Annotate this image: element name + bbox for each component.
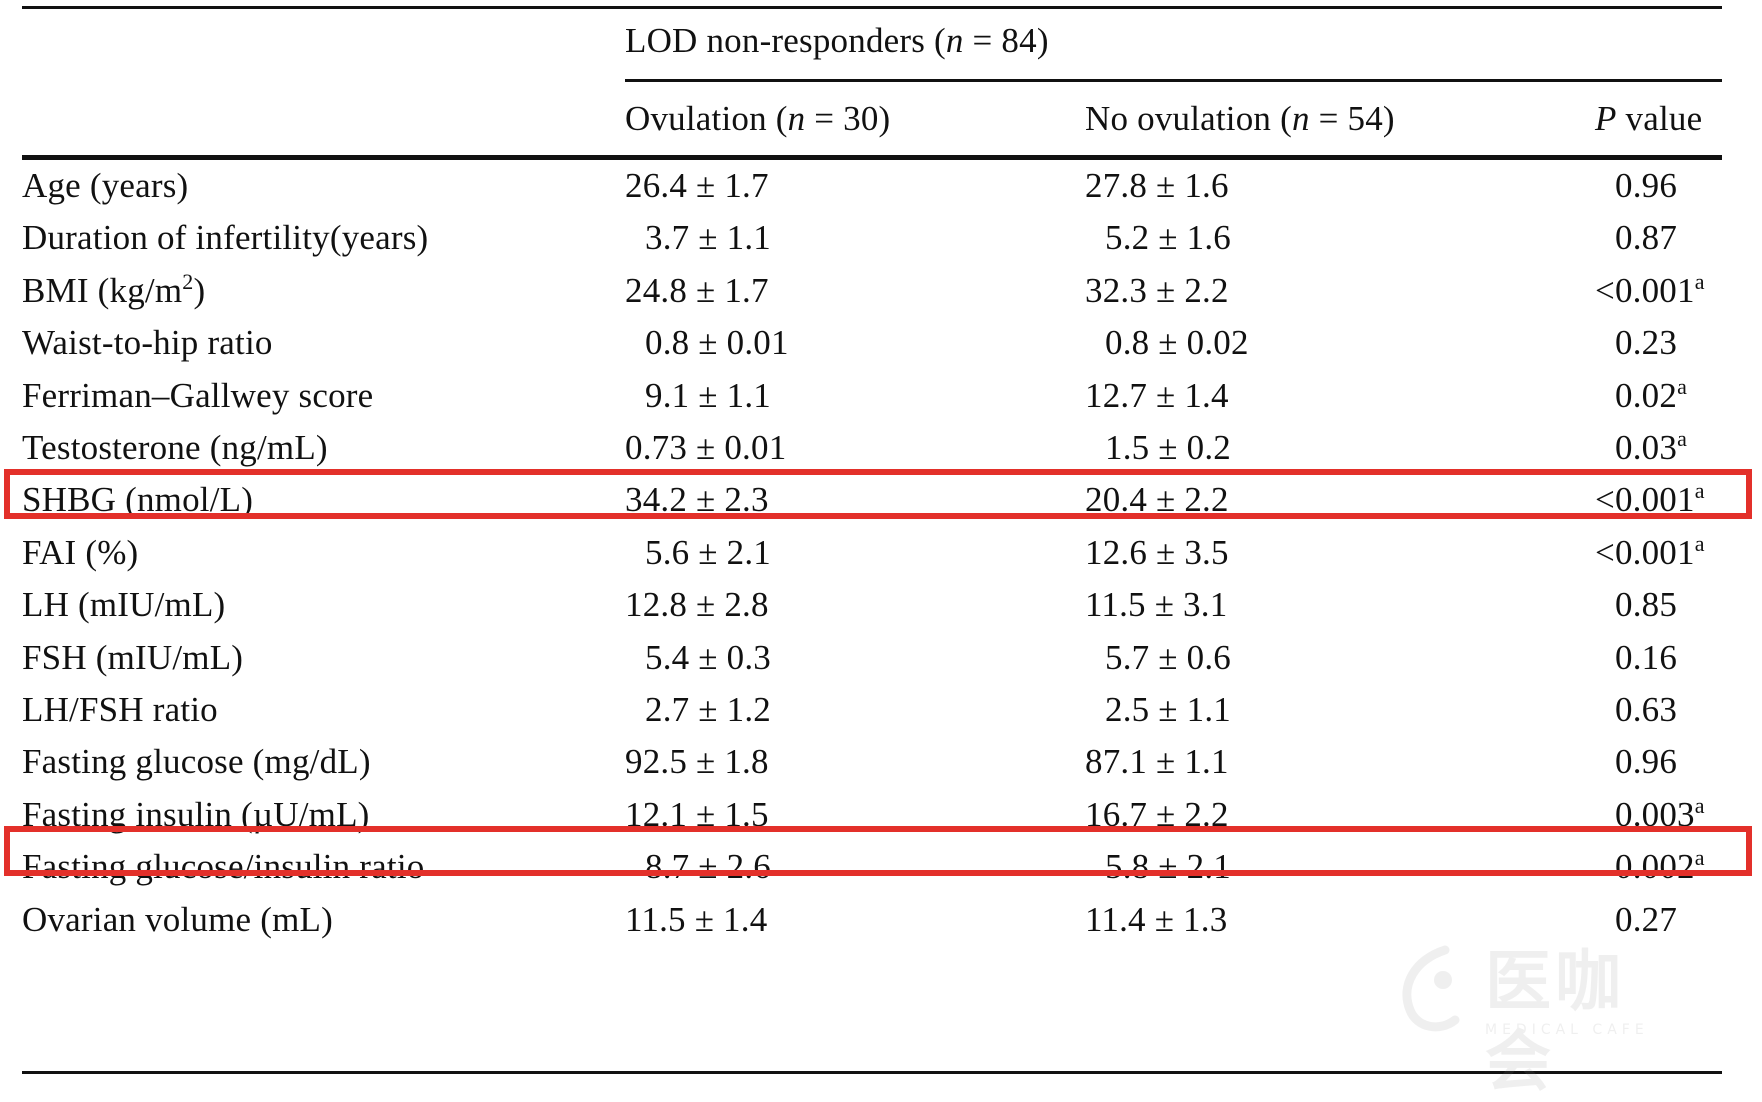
- cell-p-value: 0.96: [1615, 166, 1678, 205]
- cell-no-ovulation: 2.5 ± 1.1: [1105, 690, 1232, 729]
- cell-no-ovulation: 11.4 ± 1.3: [1085, 900, 1228, 939]
- cell-no-ovulation: 1.5 ± 0.2: [1105, 428, 1232, 467]
- table-row: LH (mIU/mL) 12.8 ± 2.8 11.5 ± 3.1 0.85: [22, 585, 1722, 625]
- cell-ovulation: 2.7 ± 1.2: [645, 690, 772, 729]
- table-row: SHBG (nmol/L) 34.2 ± 2.3 20.4 ± 2.2 <0.001a: [22, 480, 1722, 520]
- table-row: Fasting glucose (mg/dL) 92.5 ± 1.8 87.1 ± …: [22, 742, 1722, 782]
- row-label: Waist-to-hip ratio: [22, 323, 273, 362]
- watermark: 医咖会 MEDICAL CAFE: [1385, 940, 1685, 1100]
- top-rule: [22, 6, 1722, 9]
- cell-ovulation: 26.4 ± 1.7: [625, 166, 769, 205]
- row-label: BMI (kg/m2): [22, 269, 206, 311]
- significance-marker: a: [1694, 531, 1705, 556]
- table-row: Duration of infertility(years) 3.7 ± 1.1 5…: [22, 218, 1722, 258]
- logo-icon: [1402, 945, 1460, 1032]
- cell-ovulation: 0.8 ± 0.01: [645, 323, 789, 362]
- cell-p-value: <0.001a: [1595, 531, 1705, 573]
- significance-marker: a: [1694, 793, 1705, 818]
- cell-ovulation: 3.7 ± 1.1: [645, 218, 772, 257]
- header-rule: [22, 155, 1722, 160]
- row-label: FSH (mIU/mL): [22, 638, 244, 677]
- cell-ovulation: 8.7 ± 2.6: [645, 847, 772, 886]
- cell-no-ovulation: 0.8 ± 0.02: [1105, 323, 1249, 362]
- table-row: Age (years) 26.4 ± 1.7 27.8 ± 1.6 0.96: [22, 166, 1722, 206]
- cell-ovulation: 24.8 ± 1.7: [625, 271, 769, 310]
- cell-ovulation: 34.2 ± 2.3: [625, 480, 769, 519]
- column-header-p-value: P value: [1595, 99, 1703, 138]
- cell-no-ovulation: 27.8 ± 1.6: [1085, 166, 1229, 205]
- significance-marker: a: [1677, 426, 1688, 451]
- cell-p-value: 0.002a: [1615, 845, 1705, 887]
- row-label: Ferriman–Gallwey score: [22, 376, 374, 415]
- cell-no-ovulation: 11.5 ± 3.1: [1085, 585, 1228, 624]
- cell-p-value: <0.001a: [1595, 478, 1705, 520]
- watermark-subtext: MEDICAL CAFE: [1485, 1022, 1649, 1038]
- cell-p-value: 0.85: [1615, 585, 1678, 624]
- cell-ovulation: 12.1 ± 1.5: [625, 795, 769, 834]
- cell-p-value: 0.96: [1615, 742, 1678, 781]
- row-label: SHBG (nmol/L): [22, 480, 254, 519]
- significance-marker: a: [1694, 269, 1705, 294]
- cell-p-value: <0.001a: [1595, 269, 1705, 311]
- group-header-lod-non-responders: LOD non-responders (n = 84): [625, 21, 1049, 60]
- cell-no-ovulation: 5.8 ± 2.1: [1105, 847, 1232, 886]
- row-label: Fasting glucose/insulin ratio: [22, 847, 425, 886]
- cell-p-value: 0.003a: [1615, 793, 1705, 835]
- row-label: Duration of infertility(years): [22, 218, 429, 257]
- cell-p-value: 0.02a: [1615, 374, 1688, 416]
- significance-marker: a: [1694, 478, 1705, 503]
- row-label: Age (years): [22, 166, 189, 205]
- table-row: Testosterone (ng/mL) 0.73 ± 0.01 1.5 ± 0.2…: [22, 428, 1722, 468]
- significance-marker: a: [1694, 845, 1705, 870]
- cell-no-ovulation: 5.2 ± 1.6: [1105, 218, 1232, 257]
- row-label: FAI (%): [22, 533, 139, 572]
- table-row: BMI (kg/m2) 24.8 ± 1.7 32.3 ± 2.2 <0.001a: [22, 271, 1722, 311]
- group-span-rule: [625, 79, 1722, 82]
- cell-p-value: 0.16: [1615, 638, 1678, 677]
- significance-marker: a: [1677, 374, 1688, 399]
- row-label: Fasting glucose (mg/dL): [22, 742, 371, 781]
- cell-ovulation: 92.5 ± 1.8: [625, 742, 769, 781]
- cell-p-value: 0.27: [1615, 900, 1678, 939]
- table-row: Ovarian volume (mL) 11.5 ± 1.4 11.4 ± 1.3 0…: [22, 900, 1722, 940]
- table-row: FAI (%) 5.6 ± 2.1 12.6 ± 3.5 <0.001a: [22, 533, 1722, 573]
- cell-p-value: 0.23: [1615, 323, 1678, 362]
- cell-no-ovulation: 12.6 ± 3.5: [1085, 533, 1229, 572]
- cell-ovulation: 0.73 ± 0.01: [625, 428, 787, 467]
- table-row: LH/FSH ratio 2.7 ± 1.2 2.5 ± 1.1 0.63: [22, 690, 1722, 730]
- row-label: LH (mIU/mL): [22, 585, 226, 624]
- row-label: Ovarian volume (mL): [22, 900, 333, 939]
- table-row: Waist-to-hip ratio 0.8 ± 0.01 0.8 ± 0.02 0.…: [22, 323, 1722, 363]
- cell-ovulation: 5.4 ± 0.3: [645, 638, 772, 677]
- row-label: Fasting insulin (µU/mL): [22, 795, 370, 834]
- table-row: Fasting glucose/insulin ratio 8.7 ± 2.6 5.…: [22, 847, 1722, 887]
- cell-p-value: 0.63: [1615, 690, 1678, 729]
- cell-ovulation: 9.1 ± 1.1: [645, 376, 772, 415]
- bottom-rule: [22, 1071, 1722, 1074]
- column-header-no-ovulation: No ovulation (n = 54): [1085, 99, 1395, 138]
- cell-p-value: 0.03a: [1615, 426, 1688, 468]
- cell-no-ovulation: 87.1 ± 1.1: [1085, 742, 1229, 781]
- cell-no-ovulation: 5.7 ± 0.6: [1105, 638, 1232, 677]
- cell-ovulation: 5.6 ± 2.1: [645, 533, 772, 572]
- row-label: Testosterone (ng/mL): [22, 428, 328, 467]
- column-header-ovulation: Ovulation (n = 30): [625, 99, 891, 138]
- table-row: Fasting insulin (µU/mL) 12.1 ± 1.5 16.7 ± …: [22, 795, 1722, 835]
- cell-no-ovulation: 32.3 ± 2.2: [1085, 271, 1229, 310]
- table-row: Ferriman–Gallwey score 9.1 ± 1.1 12.7 ± 1.…: [22, 376, 1722, 416]
- cell-p-value: 0.87: [1615, 218, 1678, 257]
- cell-no-ovulation: 16.7 ± 2.2: [1085, 795, 1229, 834]
- cell-ovulation: 11.5 ± 1.4: [625, 900, 768, 939]
- results-table: LOD non-responders (n = 84) Ovulation (n…: [22, 0, 1722, 1086]
- cell-ovulation: 12.8 ± 2.8: [625, 585, 769, 624]
- table-row: FSH (mIU/mL) 5.4 ± 0.3 5.7 ± 0.6 0.16: [22, 638, 1722, 678]
- row-label: LH/FSH ratio: [22, 690, 218, 729]
- cell-no-ovulation: 12.7 ± 1.4: [1085, 376, 1229, 415]
- cell-no-ovulation: 20.4 ± 2.2: [1085, 480, 1229, 519]
